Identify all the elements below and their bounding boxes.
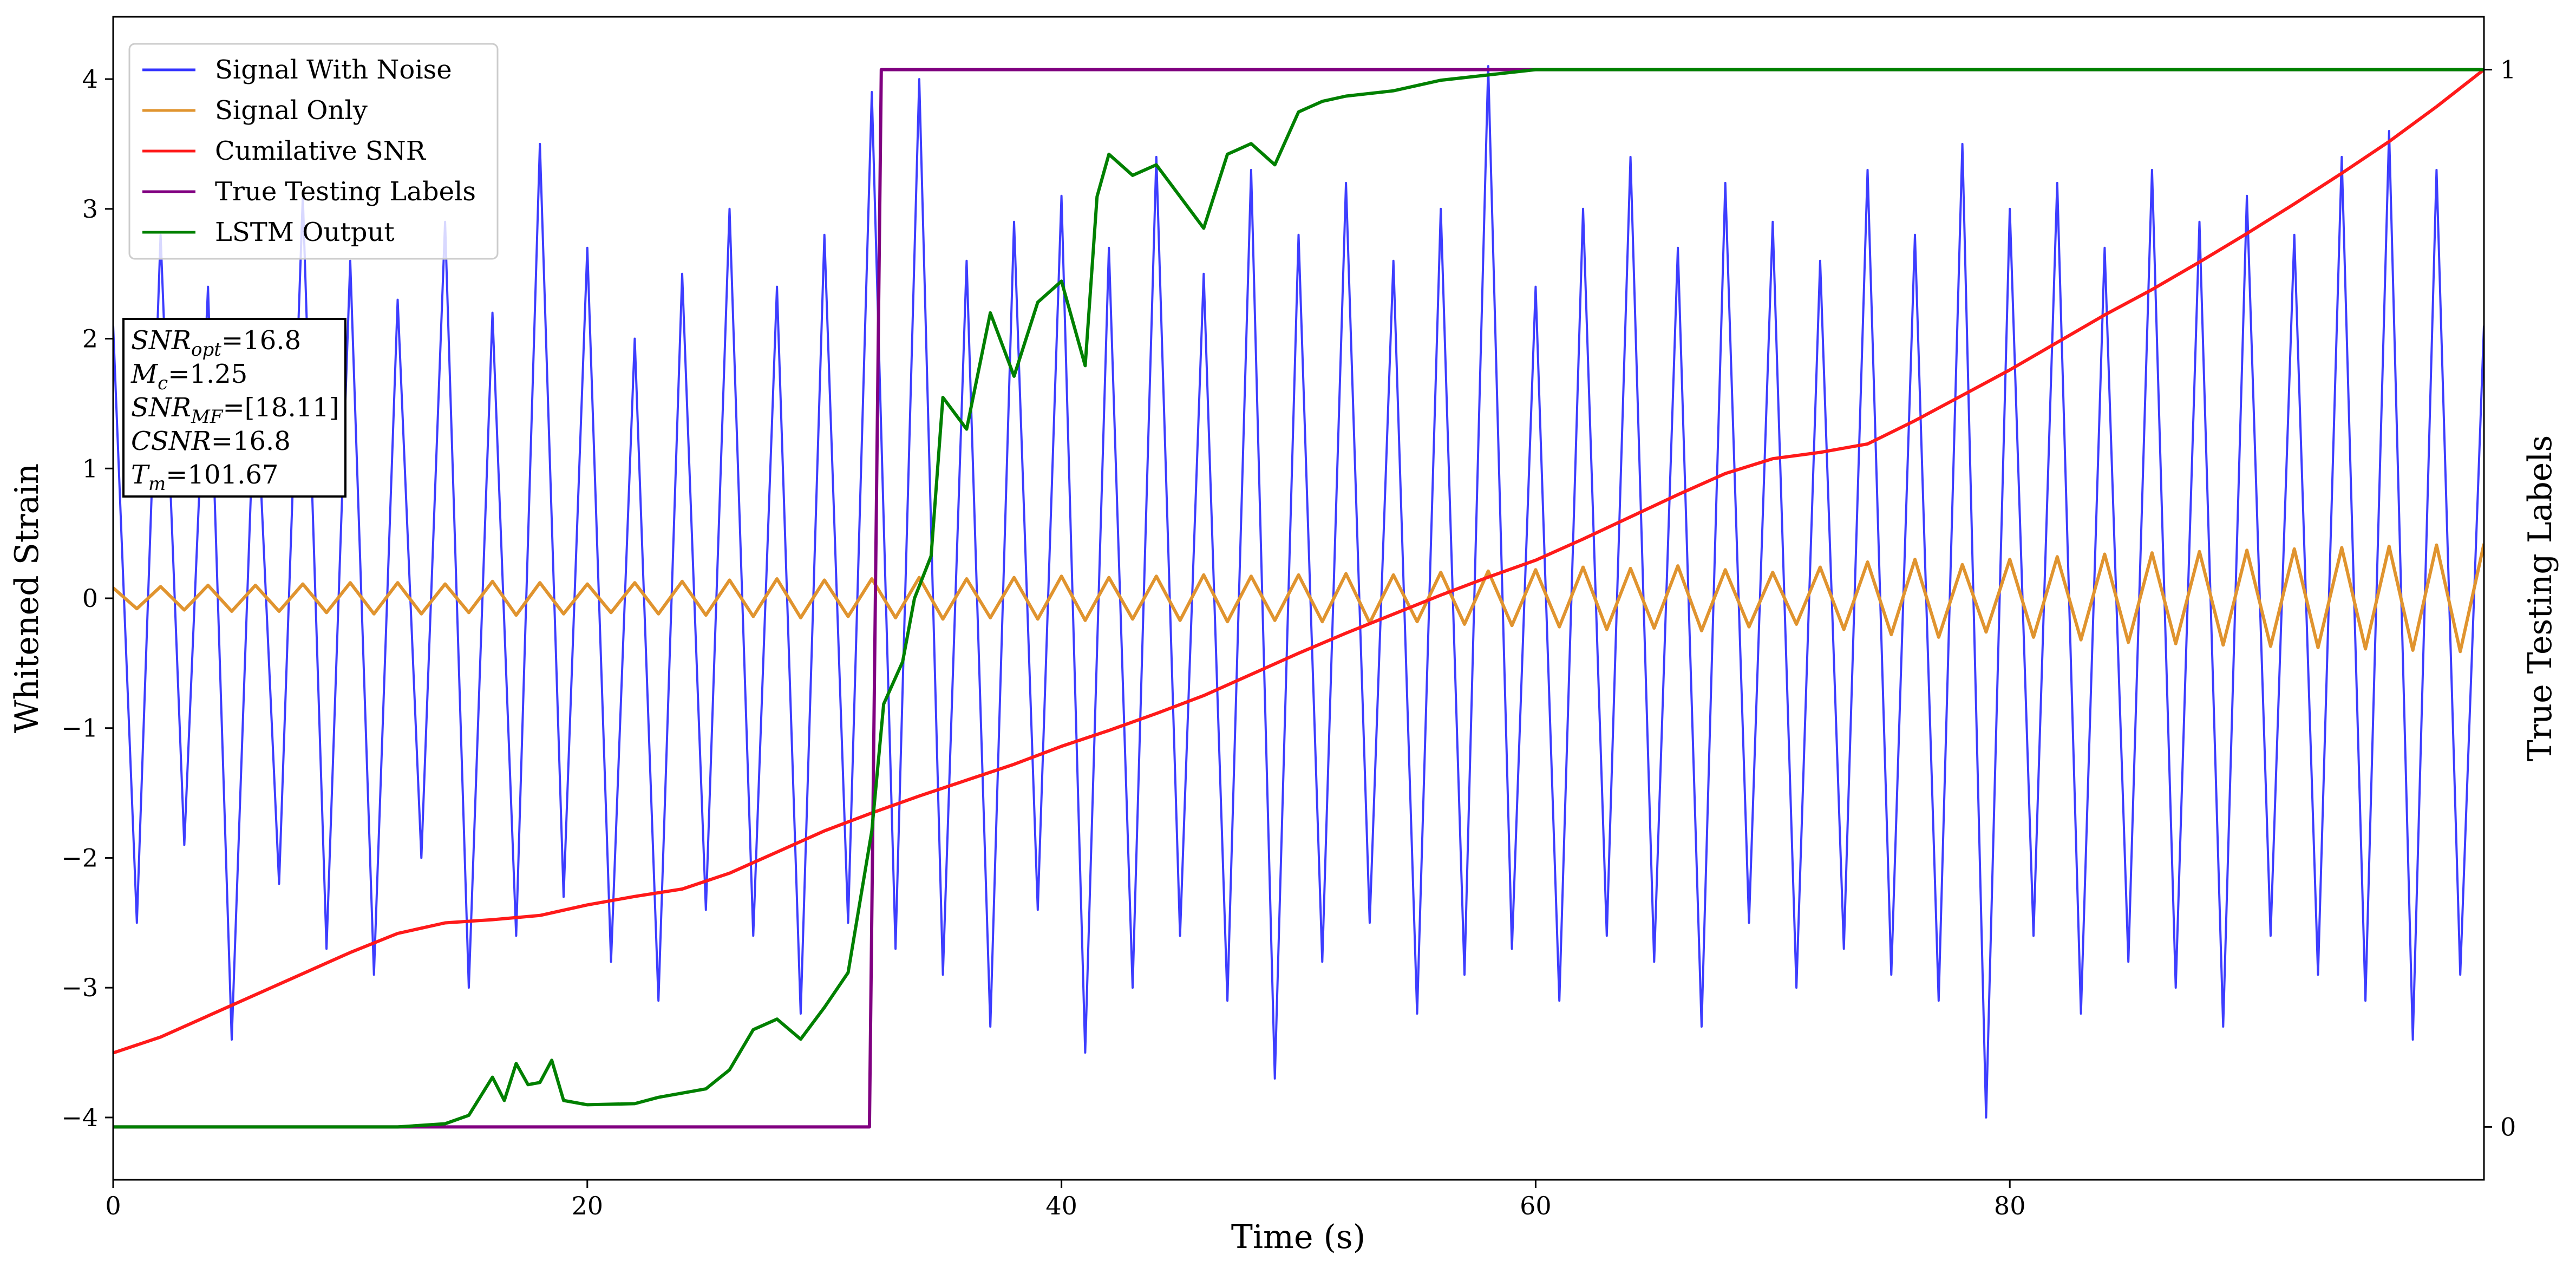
y-tick-label: 1 [82, 454, 98, 483]
annotation-part: T [131, 460, 150, 490]
y-tick-label: −1 [61, 714, 98, 743]
annotation-part: m [148, 473, 166, 495]
x-tick-label: 80 [1994, 1191, 2026, 1220]
x-axis-label: Time (s) [1231, 1218, 1365, 1256]
annotation-line: SNRMF=[18.11] [131, 393, 339, 428]
y-tick-label: −4 [61, 1103, 98, 1132]
annotation-line: Tm=101.67 [131, 460, 278, 495]
series-line [113, 68, 2484, 1129]
annotation-part: CSNR [131, 426, 211, 456]
x-tick-label: 0 [105, 1191, 121, 1220]
y-tick-label: 2 [82, 324, 98, 354]
y2-tick-label: 1 [2500, 55, 2516, 84]
y-tick-label: −3 [61, 973, 98, 1002]
annotation-line: SNRopt=16.8 [131, 325, 301, 361]
annotation-line: Mc=1.25 [130, 359, 247, 394]
annotation-part: M [130, 359, 159, 389]
annotation-line: CSNR=16.8 [131, 426, 291, 456]
x-tick-label: 60 [1520, 1191, 1552, 1220]
annotation-part: SNR [131, 393, 191, 423]
annotation-part: MF [191, 406, 224, 428]
legend-label: Signal Only [215, 95, 368, 126]
legend-label: LSTM Output [215, 217, 395, 247]
annotation-part: =16.8 [221, 325, 301, 356]
y-tick-label: 3 [82, 194, 98, 224]
y-axis-label: Whitened Strain [8, 463, 46, 733]
series-line [113, 543, 2484, 654]
annotation-part: =[18.11] [223, 393, 339, 423]
annotation-box [122, 318, 346, 498]
series-line [113, 65, 2484, 1119]
series-line [113, 68, 2484, 1055]
annotation-part: =16.8 [211, 426, 291, 456]
legend-label: True Testing Labels [215, 177, 476, 207]
y-tick-label: 4 [82, 64, 98, 94]
annotation-part: SNR [131, 325, 191, 356]
x-tick-label: 20 [572, 1191, 604, 1220]
x-tick-label: 40 [1045, 1191, 1077, 1220]
legend-label: Cumilative SNR [215, 136, 427, 166]
y2-tick-label: 0 [2500, 1112, 2516, 1141]
annotation-part: =1.25 [168, 359, 247, 389]
legend-label: Signal With Noise [215, 55, 452, 85]
annotation-part: opt [191, 339, 221, 361]
legend-box [128, 43, 499, 260]
y2-axis-label: True Testing Labels [2521, 435, 2559, 762]
annotation-part: c [158, 373, 168, 394]
y-tick-label: 0 [82, 584, 98, 613]
annotation-part: =101.67 [166, 460, 278, 490]
y-tick-label: −2 [61, 843, 98, 872]
